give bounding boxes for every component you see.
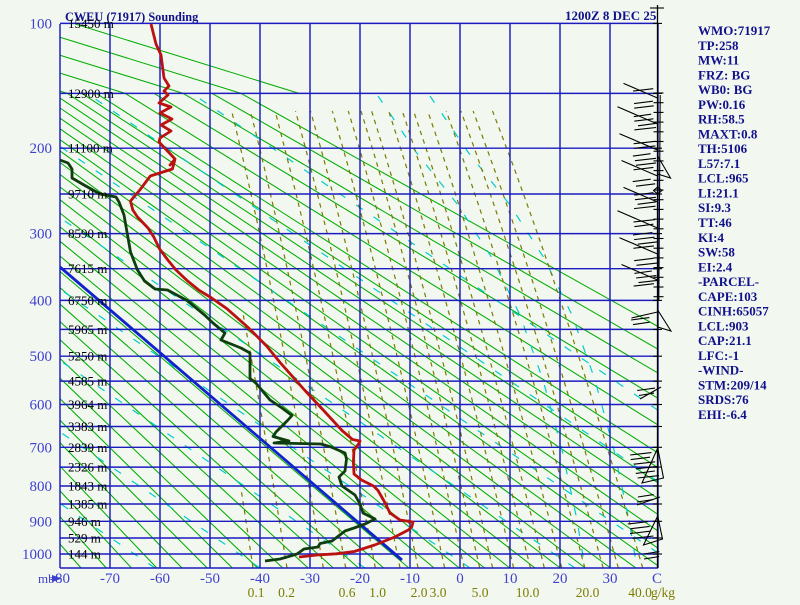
svg-text:PW:0.16: PW:0.16 <box>698 97 746 112</box>
svg-text:100: 100 <box>30 16 53 32</box>
svg-text:0.1: 0.1 <box>248 585 265 600</box>
svg-text:KI:4: KI:4 <box>698 230 725 245</box>
svg-text:10.0: 10.0 <box>516 585 540 600</box>
svg-text:EHI:-6.4: EHI:-6.4 <box>698 407 747 422</box>
svg-text:0: 0 <box>456 571 464 587</box>
svg-text:6750 m: 6750 m <box>68 293 107 308</box>
svg-text:WMO:71917: WMO:71917 <box>698 23 771 38</box>
svg-text:LCL:903: LCL:903 <box>698 318 749 333</box>
svg-text:CAP:21.1: CAP:21.1 <box>698 333 752 348</box>
svg-text:200: 200 <box>30 141 53 157</box>
svg-text:3.0: 3.0 <box>430 585 447 600</box>
svg-text:WB0: BG: WB0: BG <box>698 82 753 97</box>
svg-text:4585 m: 4585 m <box>68 374 107 389</box>
svg-text:20: 20 <box>553 571 568 587</box>
svg-text:LFC:-1: LFC:-1 <box>698 348 739 363</box>
svg-text:CWEU (71917) Sounding: CWEU (71917) Sounding <box>65 10 199 24</box>
svg-text:SI:9.3: SI:9.3 <box>698 200 731 215</box>
svg-text:-60: -60 <box>150 571 170 587</box>
svg-text:2326 m: 2326 m <box>68 460 107 475</box>
svg-text:5250 m: 5250 m <box>68 349 107 364</box>
svg-text:FRZ: BG: FRZ: BG <box>698 67 750 82</box>
svg-text:-50: -50 <box>200 571 220 587</box>
svg-text:-10: -10 <box>400 571 420 587</box>
svg-text:529 m: 529 m <box>68 531 101 546</box>
svg-text:-20: -20 <box>350 571 370 587</box>
svg-text:300: 300 <box>30 227 53 243</box>
svg-text:3383 m: 3383 m <box>68 419 107 434</box>
svg-text:TT:46: TT:46 <box>698 215 732 230</box>
svg-text:946 m: 946 m <box>68 514 101 529</box>
svg-text:2.0: 2.0 <box>411 585 428 600</box>
svg-text:5965 m: 5965 m <box>68 322 107 337</box>
svg-text:20.0: 20.0 <box>576 585 600 600</box>
svg-text:EI:2.4: EI:2.4 <box>698 259 733 274</box>
svg-text:MAXT:0.8: MAXT:0.8 <box>698 126 758 141</box>
svg-text:L57:7.1: L57:7.1 <box>698 156 740 171</box>
svg-text:CAPE:103: CAPE:103 <box>698 289 758 304</box>
svg-text:1385 m: 1385 m <box>68 497 107 512</box>
svg-text:0.6: 0.6 <box>339 585 356 600</box>
svg-text:10: 10 <box>503 571 518 587</box>
svg-text:900: 900 <box>30 514 53 530</box>
svg-text:-70: -70 <box>100 571 120 587</box>
svg-text:30: 30 <box>603 571 618 587</box>
svg-text:TH:5106: TH:5106 <box>698 141 748 156</box>
svg-text:400: 400 <box>30 293 53 309</box>
svg-text:5.0: 5.0 <box>472 585 489 600</box>
svg-text:RH:58.5: RH:58.5 <box>698 112 745 127</box>
svg-text:800: 800 <box>30 479 53 495</box>
svg-text:9710 m: 9710 m <box>68 187 107 202</box>
svg-text:SW:58: SW:58 <box>698 245 735 260</box>
svg-text:-30: -30 <box>300 571 320 587</box>
svg-text:LI:21.1: LI:21.1 <box>698 186 739 201</box>
svg-text:CINH:65057: CINH:65057 <box>698 304 769 319</box>
svg-text:11100 m: 11100 m <box>68 141 113 156</box>
svg-text:SRDS:76: SRDS:76 <box>698 392 749 407</box>
svg-text:500: 500 <box>30 349 53 365</box>
svg-text:7615 m: 7615 m <box>68 261 107 276</box>
svg-text:40.0: 40.0 <box>628 585 652 600</box>
svg-text:1843 m: 1843 m <box>68 479 107 494</box>
svg-text:-PARCEL-: -PARCEL- <box>698 274 759 289</box>
svg-text:LCL:965: LCL:965 <box>698 171 749 186</box>
svg-text:TP:258: TP:258 <box>698 38 739 53</box>
svg-text:144 m: 144 m <box>68 547 101 562</box>
svg-text:15450 m: 15450 m <box>68 16 114 31</box>
svg-text:3964 m: 3964 m <box>68 397 107 412</box>
svg-text:0.2: 0.2 <box>278 585 295 600</box>
svg-text:8590 m: 8590 m <box>68 226 107 241</box>
svg-text:-WIND-: -WIND- <box>698 363 744 378</box>
svg-text:600: 600 <box>30 398 53 414</box>
svg-text:mb: mb <box>38 571 55 586</box>
svg-text:C: C <box>652 571 662 587</box>
svg-text:700: 700 <box>30 440 53 456</box>
svg-text:-40: -40 <box>250 571 270 587</box>
svg-text:1000: 1000 <box>22 547 52 563</box>
svg-text:g/kg: g/kg <box>651 585 675 600</box>
svg-text:STM:209/14: STM:209/14 <box>698 378 767 393</box>
svg-text:1200Z 8 DEC 25: 1200Z 8 DEC 25 <box>565 8 657 23</box>
svg-text:2839 m: 2839 m <box>68 440 107 455</box>
svg-text:12900 m: 12900 m <box>68 86 114 101</box>
svg-text:1.0: 1.0 <box>369 585 386 600</box>
svg-text:MW:11: MW:11 <box>698 53 739 68</box>
